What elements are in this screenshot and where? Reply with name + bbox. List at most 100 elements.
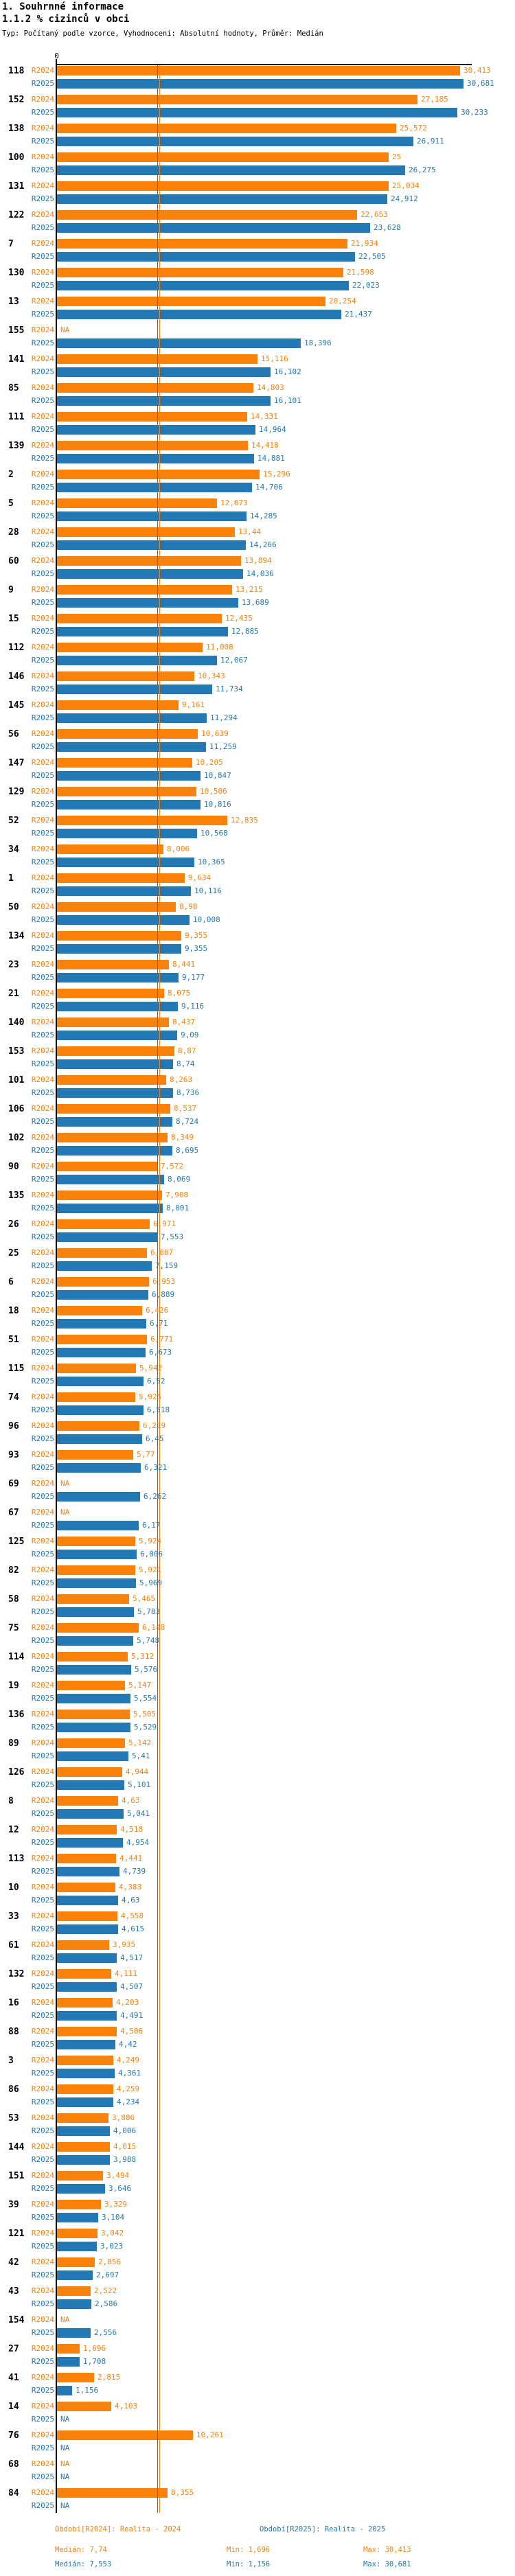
series-label-r2025: R2025: [31, 1463, 54, 1472]
row-id: 58: [8, 1594, 19, 1605]
bar-r2025: [57, 1578, 136, 1588]
chart-row: 113 R2024 4,441 R2025 4,739: [0, 1854, 515, 1877]
chart-row: 67 R2024 NA R2025 6,17: [0, 1508, 515, 1531]
row-id: 26: [8, 1219, 19, 1230]
series-label-r2025: R2025: [31, 2501, 54, 2510]
chart-row: 12 R2024 4,518 R2025 4,954: [0, 1825, 515, 1848]
series-label-r2025: R2025: [31, 944, 54, 953]
bar-r2024: [57, 2286, 91, 2296]
series-label-r2025: R2025: [31, 1088, 54, 1097]
series-label-r2024: R2024: [31, 1017, 54, 1026]
value-r2025: 4,615: [122, 1924, 145, 1933]
series-label-r2024: R2024: [31, 2315, 54, 2324]
value-r2024: 8,87: [178, 1046, 196, 1055]
row-id: 154: [8, 2315, 25, 2325]
value-r2024: 5,147: [128, 1681, 152, 1690]
series-label-r2025: R2025: [31, 1521, 54, 1530]
value-r2025: 1,156: [76, 2386, 99, 2395]
value-r2025: 5,41: [132, 1751, 150, 1760]
bar-r2025: [57, 252, 355, 262]
series-label-r2025: R2025: [31, 1232, 54, 1241]
series-label-r2025: R2025: [31, 1578, 54, 1587]
bar-r2025: [57, 194, 387, 204]
series-label-r2025: R2025: [31, 2040, 54, 2049]
bar-r2024: [57, 2056, 113, 2065]
value-r2024: 9,355: [185, 931, 208, 940]
value-r2024: 14,331: [251, 412, 278, 421]
series-label-r2024: R2024: [31, 412, 54, 421]
value-r2024: 11,008: [206, 643, 233, 652]
value-r2025: 23,628: [374, 223, 401, 232]
chart-row: 122 R2024 22,653 R2025 23,628: [0, 210, 515, 233]
series-label-r2024: R2024: [31, 2488, 54, 2497]
chart-row: 136 R2024 5,505 R2025 5,529: [0, 1710, 515, 1733]
series-label-r2025: R2025: [31, 713, 54, 722]
series-label-r2024: R2024: [31, 1767, 54, 1776]
chart-row: 75 R2024 6,148 R2025 5,748: [0, 1623, 515, 1646]
bar-r2025: [57, 2357, 80, 2367]
series-label-r2025: R2025: [31, 540, 54, 549]
value-r2024: 10,261: [196, 2430, 224, 2439]
bar-r2025: [57, 1434, 142, 1444]
row-id: 14: [8, 2402, 19, 2412]
row-id: 43: [8, 2286, 19, 2297]
series-label-r2024: R2024: [31, 2430, 54, 2439]
value-r2025: 30,233: [461, 108, 488, 117]
value-r2025: 6,262: [144, 1492, 167, 1501]
bar-r2025: [57, 1261, 152, 1271]
series-label-r2025: R2025: [31, 973, 54, 982]
value-r2025: 14,881: [258, 454, 285, 463]
bar-r2024: [57, 1162, 157, 1171]
row-id: 42: [8, 2257, 19, 2268]
chart-row: 130 R2024 21,598 R2025 22,023: [0, 268, 515, 291]
value-r2024: 25,572: [400, 124, 427, 133]
series-label-r2024: R2024: [31, 960, 54, 969]
chart-row: 5 R2024 12,073 R2025 14,285: [0, 498, 515, 522]
series-label-r2025: R2025: [31, 1924, 54, 1933]
bar-r2024: [57, 1219, 150, 1229]
row-id: 152: [8, 95, 25, 105]
row-id: 153: [8, 1046, 25, 1057]
series-label-r2025: R2025: [31, 800, 54, 809]
value-r2025: 8,695: [176, 1146, 199, 1155]
value-r2024: 5,942: [139, 1364, 163, 1372]
bar-r2025: [57, 483, 252, 492]
series-label-r2024: R2024: [31, 556, 54, 565]
row-id: 82: [8, 1565, 19, 1576]
value-r2025: 30,681: [467, 79, 494, 88]
value-r2025: 4,517: [120, 1953, 144, 1962]
bar-r2025: [57, 858, 194, 867]
bar-r2025: [57, 1982, 117, 1992]
value-r2024-na: NA: [60, 2459, 70, 2468]
chart-row: 28 R2024 13,44 R2025 14,266: [0, 527, 515, 551]
bar-r2025: [57, 829, 197, 838]
value-r2024: 21,934: [351, 239, 378, 248]
value-r2025: 5,041: [127, 1809, 150, 1818]
value-r2024: 12,435: [225, 614, 253, 623]
series-label-r2025: R2025: [31, 1348, 54, 1357]
bar-r2025: [57, 1088, 173, 1098]
value-r2025: 4,739: [123, 1867, 146, 1876]
row-id: 122: [8, 210, 25, 220]
chart-row: 85 R2024 14,803 R2025 16,101: [0, 383, 515, 406]
value-r2025: 4,006: [113, 2126, 137, 2135]
row-id: 39: [8, 2200, 19, 2210]
series-label-r2025: R2025: [31, 1838, 54, 1847]
chart-row: 18 R2024 6,426 R2025 6,71: [0, 1306, 515, 1329]
value-r2024: 6,426: [146, 1306, 169, 1315]
value-r2024: 5,921: [139, 1565, 162, 1574]
row-id: 144: [8, 2142, 25, 2152]
series-label-r2025: R2025: [31, 1723, 54, 1732]
bar-r2025: [57, 1232, 157, 1242]
bar-r2024: [57, 383, 253, 393]
value-r2024: 8,263: [170, 1075, 193, 1084]
value-r2025: 2,556: [94, 2328, 117, 2337]
bar-r2024: [57, 2200, 101, 2209]
bar-r2025: [57, 367, 271, 377]
value-r2024: 13,894: [244, 556, 272, 565]
row-id: 10: [8, 1883, 19, 1893]
value-r2024: 27,185: [421, 95, 448, 104]
value-r2025: 24,912: [391, 194, 418, 203]
value-r2024: 12,835: [231, 816, 258, 825]
bar-r2024: [57, 95, 417, 104]
